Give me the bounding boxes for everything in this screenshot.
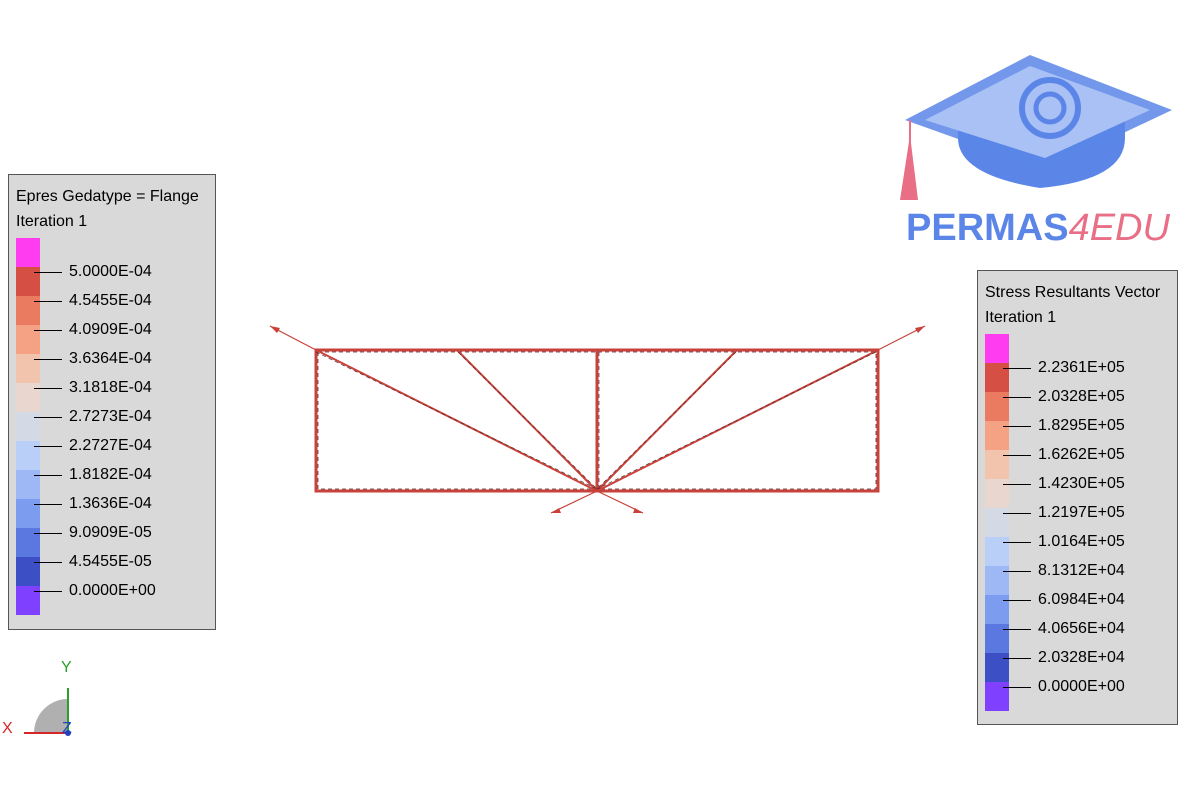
legend-value: 2.2727E-04: [69, 437, 152, 454]
legend-value: 0.0000E+00: [69, 582, 156, 599]
legend-value: 4.5455E-05: [69, 553, 152, 570]
legend-tick: [34, 475, 62, 476]
legend-tick: [34, 417, 62, 418]
legend-tick: [1003, 542, 1031, 543]
legend-color-swatch: [985, 595, 1009, 624]
legend-tick: [1003, 571, 1031, 572]
legend-tick: [1003, 368, 1031, 369]
legend-value: 2.0328E+05: [1038, 388, 1125, 405]
legend-color-swatch: [16, 296, 40, 325]
legend-color-swatch: [985, 653, 1009, 682]
legend-tick: [34, 388, 62, 389]
stress-resultants-legend: Stress Resultants Vector Iteration 1 2.2…: [977, 270, 1178, 725]
truss-diagonal: [596, 349, 879, 492]
truss-model: [269, 325, 926, 514]
legend-color-swatch: [985, 508, 1009, 537]
legend-color-swatch: [16, 325, 40, 354]
legend-color-swatch: [16, 354, 40, 383]
legend-value: 1.8295E+05: [1038, 417, 1125, 434]
legend-value: 4.5455E-04: [69, 292, 152, 309]
arrow-head: [270, 326, 280, 333]
axis-x-label: X: [2, 720, 13, 737]
legend-value: 1.3636E-04: [69, 495, 152, 512]
legend-tick: [34, 504, 62, 505]
legend-value: 2.7273E-04: [69, 408, 152, 425]
legend-color-swatch: [985, 421, 1009, 450]
legend-subtitle: Iteration 1: [16, 213, 88, 230]
legend-color-swatch: [16, 586, 40, 615]
legend-tick: [34, 591, 62, 592]
legend-value: 1.8182E-04: [69, 466, 152, 483]
arrow-head: [633, 508, 643, 513]
legend-color-swatch: [16, 470, 40, 499]
legend-tick: [1003, 600, 1031, 601]
legend-color-swatch: [985, 566, 1009, 595]
legend-color-swatch: [985, 363, 1009, 392]
arrow-head: [915, 326, 925, 333]
legend-value: 2.2361E+05: [1038, 359, 1125, 376]
legend-value: 1.0164E+05: [1038, 533, 1125, 550]
legend-color-swatch: [985, 479, 1009, 508]
legend-tick: [34, 533, 62, 534]
legend-color-swatch: [16, 412, 40, 441]
legend-title: Stress Resultants Vector: [985, 284, 1161, 301]
legend-tick: [1003, 629, 1031, 630]
legend-tick: [34, 301, 62, 302]
arrow-head: [551, 508, 561, 513]
legend-value: 3.1818E-04: [69, 379, 152, 396]
legend-tick: [1003, 397, 1031, 398]
legend-color-swatch: [985, 450, 1009, 479]
legend-color-swatch: [985, 537, 1009, 566]
axis-triad: [24, 688, 71, 736]
axis-z-label: Z: [62, 720, 72, 737]
legend-color-swatch: [16, 557, 40, 586]
legend-color-swatch: [985, 334, 1009, 363]
legend-color-swatch: [985, 392, 1009, 421]
logo-part-2: 4EDU: [1068, 207, 1170, 249]
legend-subtitle: Iteration 1: [985, 309, 1057, 326]
legend-value: 2.0328E+04: [1038, 649, 1125, 666]
legend-title: Epres Gedatype = Flange: [16, 188, 199, 205]
logo-part-1: PERMAS: [906, 207, 1069, 249]
legend-tick: [1003, 455, 1031, 456]
legend-value: 4.0909E-04: [69, 321, 152, 338]
legend-value: 5.0000E-04: [69, 263, 152, 280]
legend-color-swatch: [985, 624, 1009, 653]
legend-tick: [34, 330, 62, 331]
legend-tick: [1003, 484, 1031, 485]
legend-tick: [1003, 513, 1031, 514]
legend-value: 4.0656E+04: [1038, 620, 1125, 637]
legend-tick: [34, 446, 62, 447]
legend-value: 8.1312E+04: [1038, 562, 1125, 579]
legend-tick: [34, 272, 62, 273]
legend-color-swatch: [16, 383, 40, 412]
legend-value: 3.6364E-04: [69, 350, 152, 367]
legend-value: 0.0000E+00: [1038, 678, 1125, 695]
legend-color-swatch: [985, 682, 1009, 711]
legend-color-swatch: [16, 499, 40, 528]
legend-color-swatch: [16, 267, 40, 296]
legend-tick: [1003, 658, 1031, 659]
legend-tick: [1003, 426, 1031, 427]
legend-tick: [34, 359, 62, 360]
legend-value: 1.2197E+05: [1038, 504, 1125, 521]
legend-value: 6.0984E+04: [1038, 591, 1125, 608]
legend-value: 1.6262E+05: [1038, 446, 1125, 463]
permas4edu-wordmark: PERMAS4EDU: [906, 207, 1170, 250]
legend-value: 1.4230E+05: [1038, 475, 1125, 492]
legend-tick: [34, 562, 62, 563]
truss-diagonal: [456, 349, 598, 492]
legend-color-swatch: [16, 528, 40, 557]
epres-legend: Epres Gedatype = Flange Iteration 1 5.00…: [8, 174, 216, 630]
legend-tick: [1003, 687, 1031, 688]
legend-color-swatch: [16, 441, 40, 470]
permas4edu-logo: [900, 55, 1172, 200]
legend-value: 9.0909E-05: [69, 524, 152, 541]
truss-diagonal: [596, 349, 738, 492]
axis-y-label: Y: [61, 659, 72, 676]
legend-color-swatch: [16, 238, 40, 267]
